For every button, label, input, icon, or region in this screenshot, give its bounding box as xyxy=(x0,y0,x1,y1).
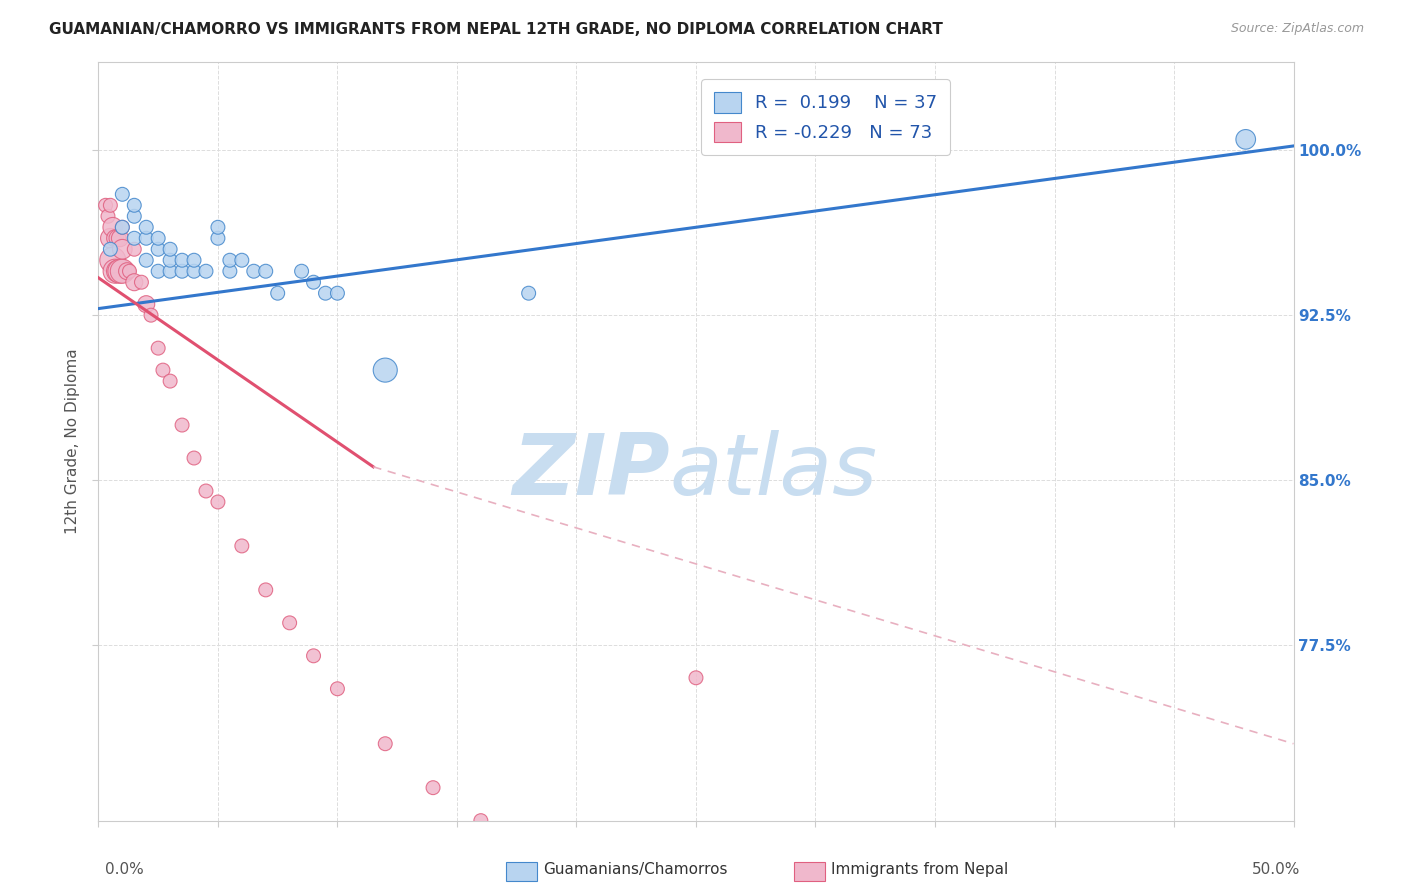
Point xyxy=(135,231,157,245)
Point xyxy=(302,648,325,663)
Point xyxy=(1234,132,1257,146)
Point xyxy=(278,615,301,630)
Point xyxy=(108,264,131,278)
Point xyxy=(111,187,134,202)
Point xyxy=(135,297,157,311)
Point xyxy=(97,209,120,223)
Point xyxy=(118,264,141,278)
Point xyxy=(111,220,134,235)
Point xyxy=(131,275,153,289)
Point xyxy=(685,671,707,685)
Point xyxy=(124,209,146,223)
Point xyxy=(111,242,134,256)
Point xyxy=(135,253,157,268)
Point xyxy=(374,737,396,751)
Text: Guamanians/Chamorros: Guamanians/Chamorros xyxy=(543,863,727,877)
Point xyxy=(148,231,170,245)
Point xyxy=(470,814,492,828)
Point xyxy=(219,253,242,268)
Point xyxy=(219,264,242,278)
Text: 0.0%: 0.0% xyxy=(105,863,145,877)
Point xyxy=(98,198,122,212)
Point xyxy=(124,275,146,289)
Point xyxy=(124,198,146,212)
Point xyxy=(148,242,170,256)
Point xyxy=(124,231,146,245)
Point xyxy=(374,363,396,377)
Point xyxy=(172,418,194,433)
Point xyxy=(101,253,124,268)
Point xyxy=(207,495,229,509)
Point xyxy=(207,231,229,245)
Point xyxy=(124,242,146,256)
Point xyxy=(302,275,325,289)
Point xyxy=(195,264,218,278)
Point xyxy=(159,374,181,388)
Text: GUAMANIAN/CHAMORRO VS IMMIGRANTS FROM NEPAL 12TH GRADE, NO DIPLOMA CORRELATION C: GUAMANIAN/CHAMORRO VS IMMIGRANTS FROM NE… xyxy=(49,22,943,37)
Point xyxy=(267,286,290,301)
Text: 50.0%: 50.0% xyxy=(1253,863,1301,877)
Point xyxy=(148,341,170,355)
Point xyxy=(98,242,122,256)
Legend: R =  0.199    N = 37, R = -0.229   N = 73: R = 0.199 N = 37, R = -0.229 N = 73 xyxy=(702,79,950,155)
Point xyxy=(183,253,205,268)
Point xyxy=(104,264,127,278)
Point xyxy=(107,264,129,278)
Point xyxy=(98,231,122,245)
Point xyxy=(243,264,266,278)
Text: Immigrants from Nepal: Immigrants from Nepal xyxy=(831,863,1008,877)
Point xyxy=(108,231,131,245)
Point xyxy=(101,220,124,235)
Point xyxy=(291,264,314,278)
Point xyxy=(135,220,157,235)
Point xyxy=(183,450,205,465)
Point xyxy=(152,363,174,377)
Point xyxy=(195,483,218,498)
Point xyxy=(159,253,181,268)
Point xyxy=(115,264,138,278)
Point xyxy=(231,253,253,268)
Text: Source: ZipAtlas.com: Source: ZipAtlas.com xyxy=(1230,22,1364,36)
Y-axis label: 12th Grade, No Diploma: 12th Grade, No Diploma xyxy=(65,349,80,534)
Point xyxy=(315,286,337,301)
Point xyxy=(172,253,194,268)
Point xyxy=(183,264,205,278)
Point xyxy=(517,286,540,301)
Point xyxy=(422,780,444,795)
Text: atlas: atlas xyxy=(669,430,877,514)
Point xyxy=(159,264,181,278)
Point xyxy=(231,539,253,553)
Point xyxy=(148,264,170,278)
Point xyxy=(159,242,181,256)
Point xyxy=(139,308,162,322)
Point xyxy=(104,231,127,245)
Point xyxy=(207,220,229,235)
Point xyxy=(254,264,277,278)
Point xyxy=(326,681,349,696)
Point xyxy=(111,264,134,278)
Point xyxy=(94,198,117,212)
Text: ZIP: ZIP xyxy=(512,430,669,514)
Point xyxy=(107,231,129,245)
Point xyxy=(326,286,349,301)
Point xyxy=(111,220,134,235)
Point xyxy=(172,264,194,278)
Point xyxy=(254,582,277,597)
